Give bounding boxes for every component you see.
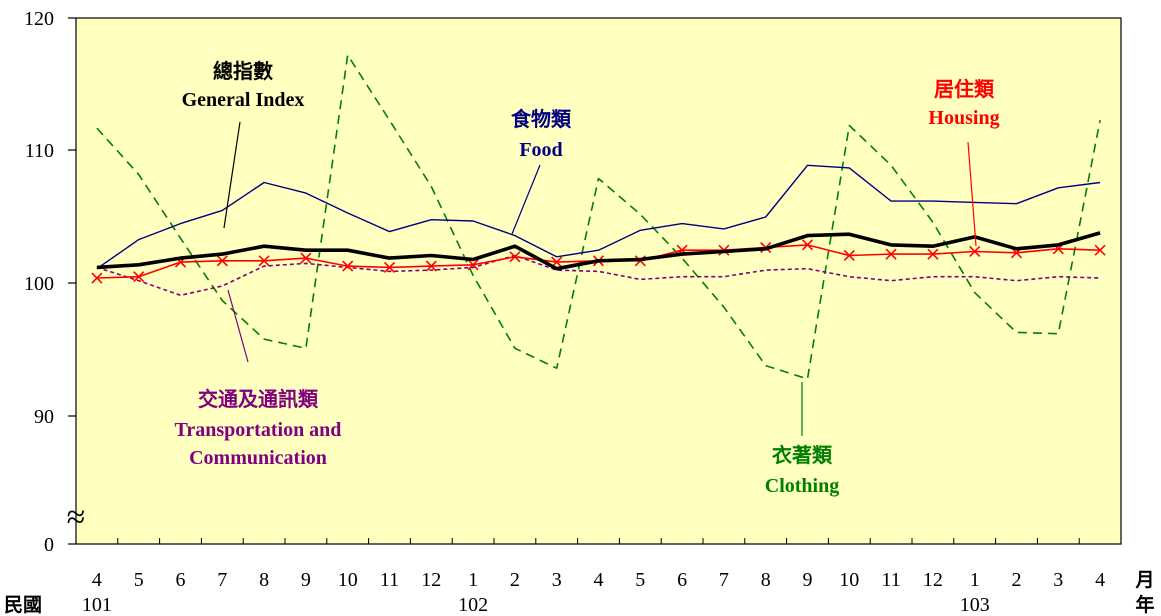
label-transport-cn: 交通及通訊類 bbox=[198, 387, 319, 411]
data-point-housing bbox=[1094, 244, 1106, 256]
y-tick-label: 120 bbox=[24, 8, 54, 30]
y-tick-label: 100 bbox=[24, 273, 54, 295]
year-label: 101 bbox=[82, 594, 112, 616]
data-point-housing bbox=[258, 255, 270, 267]
year-label: 103 bbox=[960, 594, 990, 616]
series-line-general bbox=[96, 231, 1101, 271]
x-tick-label: 7 bbox=[719, 569, 729, 591]
month-unit-label: 月 bbox=[1134, 570, 1154, 591]
data-point-housing bbox=[383, 261, 396, 273]
x-tick-label: 7 bbox=[217, 569, 227, 591]
label-housing-en: Housing bbox=[928, 107, 999, 129]
x-tick-label: 11 bbox=[881, 569, 900, 591]
x-tick-label: 4 bbox=[1095, 569, 1105, 591]
data-point-housing bbox=[969, 245, 981, 258]
label-transport-en: Transportation and bbox=[175, 419, 342, 441]
label-general-cn: 總指數 bbox=[213, 59, 273, 83]
leader-general bbox=[223, 121, 241, 229]
x-tick-label: 12 bbox=[923, 569, 943, 591]
year-label: 102 bbox=[458, 594, 488, 616]
data-point-housing bbox=[467, 259, 479, 271]
x-tick-label: 2 bbox=[1012, 569, 1022, 591]
x-tick-label: 9 bbox=[803, 569, 813, 591]
data-point-housing bbox=[133, 271, 145, 283]
data-point-housing bbox=[801, 239, 814, 251]
leader-transport bbox=[227, 289, 249, 363]
leader-food bbox=[511, 164, 541, 235]
data-point-housing bbox=[425, 260, 437, 272]
series-line-transport bbox=[96, 254, 1101, 297]
x-tick-label: 11 bbox=[380, 569, 399, 591]
x-tick-label: 6 bbox=[176, 569, 186, 591]
label-housing-cn: 居住類 bbox=[934, 77, 995, 101]
y-tick-label: 90 bbox=[34, 406, 54, 428]
data-point-housing bbox=[342, 260, 354, 272]
y-tick-label: 110 bbox=[25, 140, 54, 162]
x-tick-label: 2 bbox=[510, 569, 520, 591]
data-point-housing bbox=[885, 248, 897, 260]
x-tick-label: 1 bbox=[970, 569, 980, 591]
x-tick-label: 3 bbox=[1053, 569, 1063, 591]
data-point-housing bbox=[300, 252, 312, 264]
series-line-food bbox=[96, 164, 1101, 270]
x-tick-label: 8 bbox=[761, 569, 771, 591]
label-general-en: General Index bbox=[182, 89, 305, 111]
label-transport-en2: Communication bbox=[189, 447, 327, 469]
label-food-en: Food bbox=[519, 139, 562, 161]
data-point-housing bbox=[843, 249, 855, 262]
data-point-housing bbox=[509, 251, 521, 263]
label-food-cn: 食物類 bbox=[511, 107, 572, 131]
year-unit-label: 年 bbox=[1135, 593, 1154, 616]
label-clothing-en: Clothing bbox=[765, 475, 839, 497]
x-tick-label: 6 bbox=[677, 569, 687, 591]
x-tick-label: 4 bbox=[594, 569, 604, 591]
label-clothing-cn: 衣著類 bbox=[772, 443, 833, 467]
data-point-housing bbox=[927, 248, 939, 260]
data-point-housing bbox=[91, 272, 103, 284]
axis-break-symbol: ≈ bbox=[67, 499, 86, 536]
plot-area bbox=[75, 17, 1122, 545]
data-point-housing bbox=[216, 255, 228, 267]
x-tick-label: 4 bbox=[92, 569, 102, 591]
y-tick-label: 0 bbox=[44, 534, 54, 556]
series-line-clothing bbox=[96, 54, 1101, 380]
x-tick-label: 5 bbox=[134, 569, 144, 591]
x-tick-label: 12 bbox=[421, 569, 441, 591]
year-prefix-label: 民國 bbox=[4, 594, 42, 616]
leader-housing bbox=[967, 141, 977, 247]
x-tick-label: 8 bbox=[259, 569, 269, 591]
x-tick-label: 5 bbox=[635, 569, 645, 591]
x-tick-label: 10 bbox=[338, 569, 358, 591]
x-tick-label: 3 bbox=[552, 569, 562, 591]
x-tick-label: 10 bbox=[839, 569, 859, 591]
x-tick-label: 1 bbox=[468, 569, 478, 591]
x-tick-label: 9 bbox=[301, 569, 311, 591]
